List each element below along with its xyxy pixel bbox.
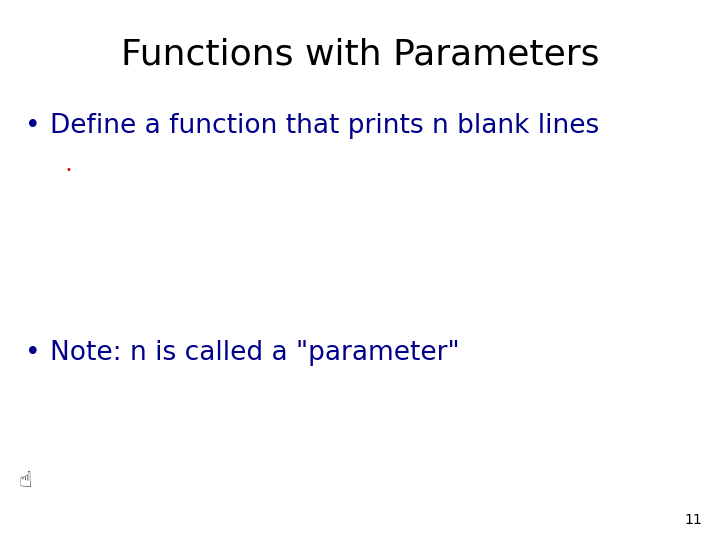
Text: 11: 11 [684, 512, 702, 526]
Text: Define a function that prints n blank lines: Define a function that prints n blank li… [50, 113, 600, 139]
Text: •: • [24, 113, 40, 139]
Text: •: • [24, 340, 40, 366]
Text: •: • [66, 165, 71, 175]
Text: Note: n is called a "parameter": Note: n is called a "parameter" [50, 340, 460, 366]
Text: ☝: ☝ [18, 471, 32, 491]
Text: Functions with Parameters: Functions with Parameters [121, 38, 599, 72]
